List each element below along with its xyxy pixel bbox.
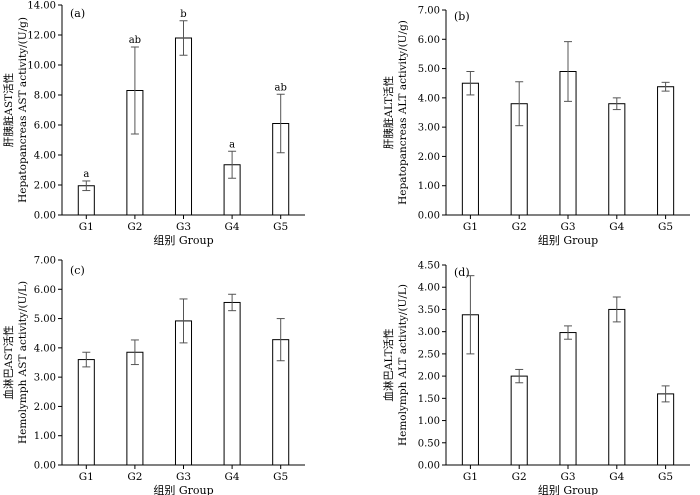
- bar-g3: [559, 332, 577, 466]
- y-tick-label: 0.00: [34, 211, 56, 222]
- y-axis-label-cn: 血淋巴AST活性: [2, 325, 15, 399]
- y-tick-label: 4.00: [418, 283, 440, 294]
- y-tick-label: 6.00: [34, 121, 56, 132]
- y-tick-label: 0.00: [34, 461, 56, 472]
- x-tick-label: G3: [176, 221, 191, 233]
- y-axis-label-en: Hepatopancreas AST activity/(U/g): [17, 17, 29, 203]
- y-tick-label: 3.00: [34, 373, 56, 384]
- y-tick-label: 10.00: [27, 61, 56, 72]
- x-tick-label: G3: [176, 471, 191, 483]
- x-tick-label: G4: [609, 221, 624, 233]
- y-tick-label: 1.00: [418, 181, 440, 192]
- bar-g1: [461, 82, 479, 216]
- y-tick-label: 4.00: [34, 151, 56, 162]
- x-tick-label: G5: [273, 221, 288, 233]
- bar-g5: [657, 393, 675, 466]
- y-axis-label-cn: 肝胰脏AST活性: [2, 73, 15, 147]
- y-tick-label: 5.00: [34, 314, 56, 325]
- x-tick-label: G1: [79, 471, 94, 483]
- chart-panel-1: 0.00 2.00 4.00 6.00 8.00 10.00 12.00 14.00 G1 a G2…: [2, 1, 305, 247]
- y-tick-label: 0.00: [418, 461, 440, 472]
- significance-letter: a: [229, 139, 235, 150]
- y-tick-label: 7.00: [34, 256, 56, 267]
- x-tick-label: G2: [512, 221, 527, 233]
- y-axis-label-en: Hemolymph ALT activity/(U/L): [397, 284, 409, 446]
- x-tick-label: G4: [225, 221, 240, 233]
- x-tick-label: G5: [658, 471, 673, 483]
- y-tick-label: 1.50: [418, 394, 440, 405]
- chart-panel-4: 0.00 0.50 1.00 1.50 2.00 2.50 3.00 3.50 4.00 4.50…: [382, 261, 690, 495]
- x-tick-label: G1: [463, 471, 478, 483]
- y-tick-label: 0.00: [418, 211, 440, 222]
- panel-label: (b): [454, 10, 470, 23]
- chart-panel-2: 0.00 1.00 2.00 3.00 4.00 5.00 6.00 7.00 G1 G2 G3 G4…: [382, 6, 690, 247]
- chart-panel-3: 0.00 1.00 2.00 3.00 4.00 5.00 6.00 7.00 G1 G2 G3 G4…: [2, 256, 305, 495]
- x-tick-label: G1: [79, 221, 94, 233]
- panel-label: (d): [454, 266, 470, 279]
- x-axis-label: 组别 Group: [153, 483, 213, 495]
- y-axis-label-cn: 血淋巴ALT活性: [382, 328, 395, 401]
- y-tick-label: 8.00: [34, 91, 56, 102]
- x-tick-label: G5: [658, 221, 673, 233]
- y-tick-label: 2.00: [34, 181, 56, 192]
- y-tick-label: 2.00: [418, 152, 440, 163]
- y-tick-label: 6.00: [34, 285, 56, 296]
- bar-g3: [174, 37, 193, 216]
- y-tick-label: 3.00: [418, 327, 440, 338]
- bar-g5: [657, 86, 675, 216]
- y-tick-label: 4.00: [418, 93, 440, 104]
- x-tick-label: G3: [560, 221, 575, 233]
- y-tick-label: 6.00: [418, 35, 440, 46]
- y-tick-label: 0.50: [418, 438, 440, 449]
- bar-g1: [77, 359, 95, 466]
- x-tick-label: G1: [463, 221, 478, 233]
- x-tick-label: G2: [512, 471, 527, 483]
- x-tick-label: G2: [127, 471, 142, 483]
- bar-g4: [608, 103, 626, 216]
- y-axis-label-en: Hepatopancreas ALT activity/(U/g): [397, 20, 409, 205]
- y-tick-label: 2.00: [418, 372, 440, 383]
- y-tick-label: 1.00: [418, 416, 440, 427]
- significance-letter: b: [180, 9, 186, 20]
- significance-letter: ab: [275, 82, 287, 93]
- panel-label: (c): [70, 264, 85, 277]
- y-tick-label: 7.00: [418, 6, 440, 17]
- bar-g2: [510, 375, 528, 466]
- y-tick-label: 12.00: [27, 31, 56, 42]
- x-tick-label: G3: [560, 471, 575, 483]
- x-tick-label: G4: [225, 471, 240, 483]
- y-tick-label: 1.00: [34, 431, 56, 442]
- x-axis-label: 组别 Group: [538, 483, 598, 495]
- x-axis-label: 组别 Group: [538, 233, 598, 247]
- y-tick-label: 3.00: [418, 123, 440, 134]
- y-tick-label: 14.00: [27, 1, 56, 12]
- y-axis-label-en: Hemolymph AST activity/(U/L): [17, 281, 29, 444]
- x-tick-label: G5: [273, 471, 288, 483]
- y-tick-label: 5.00: [418, 64, 440, 75]
- x-tick-label: G2: [127, 221, 142, 233]
- bar-g4: [608, 308, 626, 466]
- bar-g2: [126, 351, 144, 466]
- y-tick-label: 4.50: [418, 261, 440, 272]
- y-tick-label: 2.50: [418, 349, 440, 360]
- y-tick-label: 4.00: [34, 343, 56, 354]
- significance-letter: a: [83, 169, 89, 180]
- significance-letter: ab: [129, 35, 141, 46]
- y-axis-label-cn: 肝胰脏ALT活性: [382, 76, 395, 149]
- panel-label: (a): [70, 7, 85, 20]
- y-tick-label: 2.00: [34, 402, 56, 413]
- x-tick-label: G4: [609, 471, 624, 483]
- y-tick-label: 3.50: [418, 305, 440, 316]
- x-axis-label: 组别 Group: [153, 233, 213, 247]
- bar-g4: [223, 301, 241, 466]
